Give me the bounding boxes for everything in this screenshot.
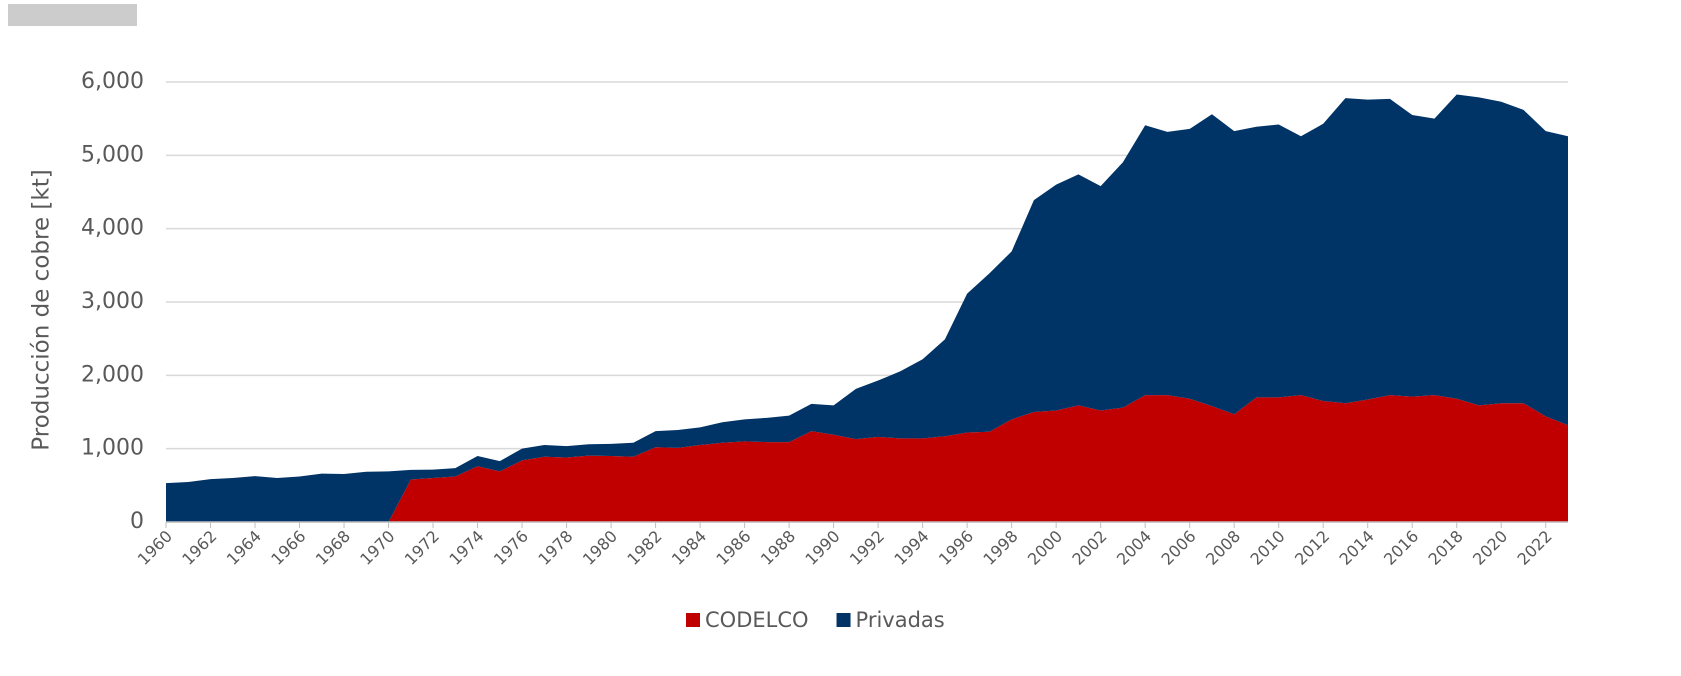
y-tick-label: 3,000 xyxy=(81,289,144,314)
x-tick-label: 1966 xyxy=(267,527,309,569)
y-tick-label: 4,000 xyxy=(81,216,144,241)
x-tick-label: 1998 xyxy=(979,527,1021,569)
legend-swatch xyxy=(836,613,851,627)
x-tick-label: 1974 xyxy=(445,527,487,569)
x-tick-label: 1992 xyxy=(846,527,888,569)
x-tick-label: 1994 xyxy=(890,527,932,569)
legend-label: Privadas xyxy=(856,608,945,632)
x-tick-label: 1970 xyxy=(356,527,398,569)
x-tick-label: 1990 xyxy=(801,527,843,569)
x-tick-label: 1988 xyxy=(757,527,799,569)
legend-swatch xyxy=(686,613,700,627)
y-axis-label: Producción de cobre [kt] xyxy=(29,169,55,450)
x-tick-label: 1978 xyxy=(534,527,576,569)
x-tick-label: 1996 xyxy=(935,527,977,569)
x-tick-label: 2002 xyxy=(1068,527,1110,569)
x-tick-label: 2006 xyxy=(1157,527,1199,569)
x-tick-label: 2014 xyxy=(1335,527,1377,569)
legend-label: CODELCO xyxy=(705,608,809,632)
y-tick-label: 2,000 xyxy=(81,362,144,387)
area xyxy=(166,395,1568,522)
x-tick-label: 2004 xyxy=(1113,527,1155,569)
y-tick-label: 5,000 xyxy=(81,142,144,167)
x-tick-label: 2012 xyxy=(1291,527,1333,569)
y-tick-label: 0 xyxy=(130,509,144,534)
x-tick-label: 1964 xyxy=(223,527,265,569)
y-tick-label: 1,000 xyxy=(81,436,144,461)
area xyxy=(166,94,1568,522)
y-tick-label: 6,000 xyxy=(81,69,144,94)
x-tick-label: 1986 xyxy=(712,527,754,569)
x-tick-label: 2020 xyxy=(1469,527,1511,569)
x-tick-label: 2000 xyxy=(1024,527,1066,569)
x-tick-label: 2010 xyxy=(1246,527,1288,569)
x-tick-label: 2016 xyxy=(1380,527,1422,569)
placeholder-box xyxy=(8,4,137,26)
x-tick-label: 1968 xyxy=(312,527,354,569)
x-tick-label: 2022 xyxy=(1514,527,1556,569)
x-tick-label: 1980 xyxy=(579,527,621,569)
x-tick-label: 1976 xyxy=(490,527,532,569)
x-tick-label: 2018 xyxy=(1425,527,1467,569)
x-tick-label: 1984 xyxy=(668,527,710,569)
x-tick-label: 1972 xyxy=(401,527,443,569)
x-tick-label: 2008 xyxy=(1202,527,1244,569)
x-tick-label: 1962 xyxy=(178,527,220,569)
x-tick-label: 1982 xyxy=(623,527,665,569)
